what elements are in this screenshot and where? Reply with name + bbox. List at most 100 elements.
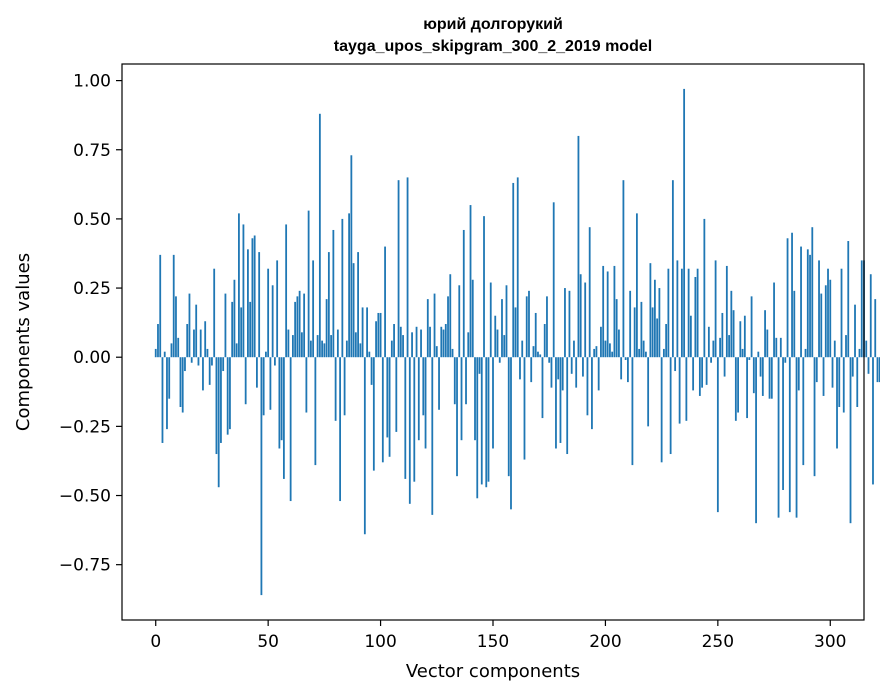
bar-4 — [163, 351, 166, 358]
bar-215 — [638, 348, 641, 358]
bar-17 — [193, 329, 195, 358]
bar-107 — [395, 357, 398, 432]
bar-42 — [249, 301, 252, 358]
bar-101 — [381, 357, 384, 463]
bar-67 — [305, 357, 308, 413]
bar-174 — [546, 296, 548, 358]
bar-234 — [680, 268, 683, 358]
bar-257 — [732, 310, 735, 358]
bar-79 — [332, 229, 335, 358]
chart-title: юрий долгорукий — [423, 16, 563, 33]
bar-321 — [876, 357, 879, 383]
bar-228 — [667, 268, 670, 358]
bar-271 — [764, 310, 766, 358]
bar-104 — [388, 357, 391, 457]
bar-143 — [476, 357, 479, 499]
bar-262 — [743, 315, 746, 358]
bar-41 — [247, 249, 249, 358]
bar-38 — [240, 307, 243, 358]
bar-252 — [721, 312, 724, 358]
bar-216 — [640, 301, 643, 358]
bar-51 — [269, 357, 272, 410]
bar-80 — [334, 357, 337, 421]
bar-160 — [514, 307, 517, 358]
bar-108 — [397, 180, 400, 358]
y-tick-label: −0.75 — [59, 556, 111, 576]
bar-164 — [523, 357, 526, 460]
bar-183 — [566, 357, 569, 455]
bar-232 — [676, 260, 679, 358]
bar-298 — [824, 285, 827, 358]
bar-159 — [512, 182, 515, 358]
bar-64 — [298, 290, 301, 358]
bar-155 — [503, 335, 506, 358]
bar-282 — [788, 357, 791, 513]
bar-172 — [541, 357, 544, 419]
chart-subtitle: tayga_upos_skipgram_300_2_2019 model — [334, 38, 652, 55]
bar-136 — [460, 357, 463, 441]
bar-72 — [316, 335, 319, 358]
bar-61 — [291, 335, 294, 358]
bar-264 — [748, 357, 751, 360]
bar-127 — [440, 326, 443, 358]
bar-208 — [622, 180, 625, 358]
bar-26 — [213, 268, 216, 358]
bar-33 — [229, 357, 231, 430]
bar-265 — [750, 296, 753, 358]
bar-94 — [366, 307, 368, 358]
bar-129 — [444, 324, 447, 358]
bar-83 — [341, 218, 344, 358]
bar-81 — [336, 329, 339, 358]
bar-219 — [647, 357, 650, 427]
y-tick-label: −0.25 — [59, 417, 111, 437]
bar-221 — [651, 307, 654, 358]
bar-95 — [368, 351, 371, 358]
bar-318 — [869, 274, 872, 358]
bar-260 — [739, 321, 742, 358]
bar-289 — [804, 348, 807, 358]
bar-267 — [755, 357, 757, 524]
bar-44 — [253, 235, 256, 358]
bar-32 — [226, 357, 229, 435]
bar-288 — [802, 357, 805, 466]
bar-165 — [525, 296, 528, 358]
bar-110 — [402, 335, 404, 358]
y-tick-label: 0.50 — [73, 210, 111, 230]
bar-137 — [462, 229, 465, 358]
bar-283 — [791, 232, 793, 358]
x-axis-label: Vector components — [406, 661, 580, 682]
bar-209 — [624, 357, 627, 360]
bar-306 — [842, 357, 845, 413]
bar-98 — [375, 321, 377, 358]
bar-201 — [606, 271, 609, 358]
bar-217 — [642, 340, 645, 358]
bar-308 — [847, 241, 850, 358]
bar-113 — [408, 357, 411, 504]
bar-5 — [166, 357, 168, 430]
bar-193 — [588, 227, 591, 358]
bar-175 — [548, 357, 551, 363]
bar-20 — [199, 329, 202, 358]
bar-91 — [359, 343, 362, 358]
bar-275 — [773, 282, 775, 358]
bar-286 — [797, 357, 800, 391]
bar-58 — [285, 224, 288, 358]
bar-153 — [498, 357, 501, 363]
bar-195 — [593, 348, 596, 358]
bar-225 — [660, 357, 663, 463]
bar-179 — [557, 357, 560, 380]
bar-77 — [327, 252, 330, 358]
bar-173 — [543, 324, 546, 358]
bar-78 — [330, 335, 333, 358]
bar-281 — [786, 238, 789, 358]
bar-239 — [692, 357, 695, 391]
bar-125 — [435, 346, 438, 358]
bar-284 — [793, 290, 796, 358]
bar-21 — [202, 357, 204, 391]
bar-30 — [222, 357, 225, 372]
bar-116 — [415, 326, 418, 358]
bar-123 — [431, 357, 434, 515]
bar-157 — [507, 357, 510, 477]
bar-247 — [710, 357, 712, 363]
bar-148 — [487, 357, 490, 482]
